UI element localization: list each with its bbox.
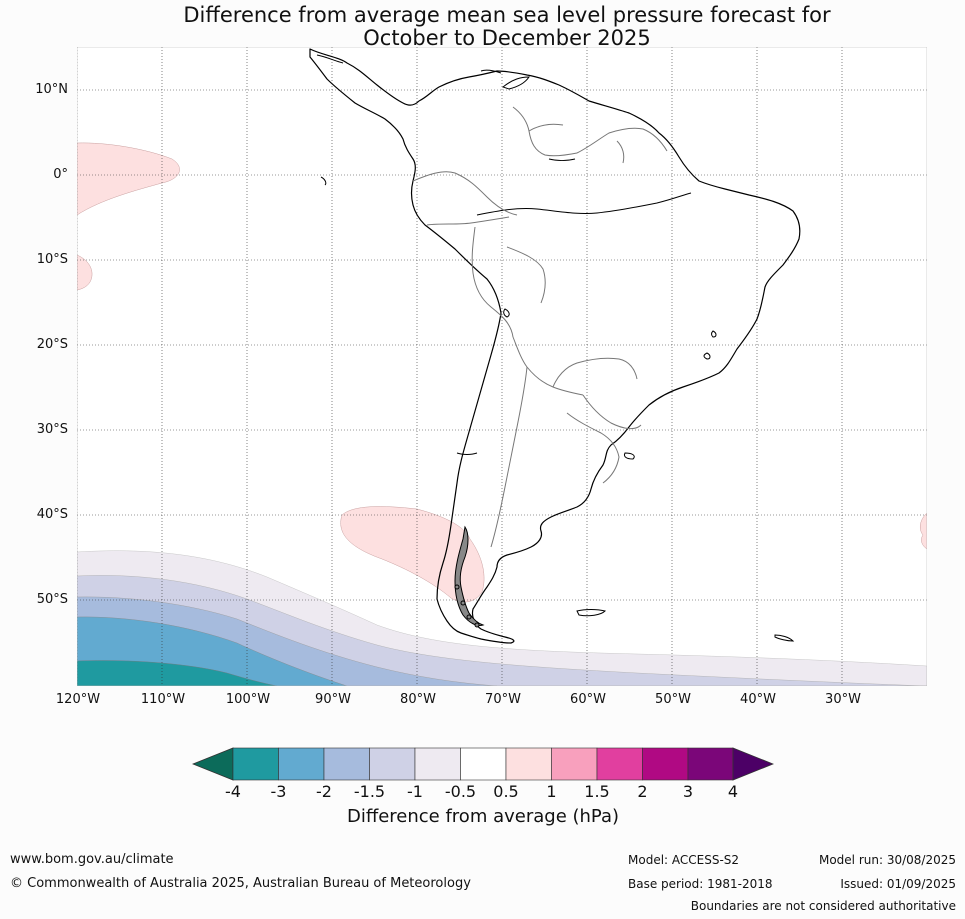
colorbar-high-extension [732, 747, 774, 781]
colorbar-swatch-8 [551, 747, 598, 781]
anomaly-positive-atlantic [919, 512, 927, 550]
lon-label-60w: 60°W [570, 692, 606, 707]
colorbar-swatch-1 [232, 747, 279, 781]
lon-label-100w: 100°W [225, 692, 271, 707]
lon-label-110w: 110°W [140, 692, 186, 707]
footer-issued: Issued: 01/09/2025 [840, 877, 956, 891]
colorbar-tick: 1 [546, 782, 557, 801]
amazon-river [476, 192, 692, 216]
colorbar-swatch-4 [369, 747, 416, 781]
colorbar-swatch-3 [323, 747, 370, 781]
colorbar-tick: -0.5 [444, 782, 477, 801]
title-line-1: Difference from average mean sea level p… [183, 3, 831, 27]
patagonia-islands [454, 525, 485, 628]
anomaly-positive-pacific-south [77, 254, 93, 291]
colorbar-tick: -4 [225, 782, 241, 801]
colorbar-swatch-11 [687, 747, 734, 781]
lat-label-10s: 10°S [36, 252, 68, 267]
colorbar-tick: 1.5 [584, 782, 610, 801]
colorbar-tick: -3 [270, 782, 287, 801]
graticule [77, 47, 927, 686]
colorbar-tick: -1.5 [353, 782, 386, 801]
colorbar-tick: 0.5 [493, 782, 519, 801]
footer-website: www.bom.gov.au/climate [10, 852, 174, 867]
anomaly-positive-chile [340, 506, 485, 603]
footer-copyright: © Commonwealth of Australia 2025, Austra… [10, 876, 471, 891]
lat-label-20s: 20°S [36, 337, 68, 352]
south-america-coastline [309, 48, 801, 644]
footer-model-run: Model run: 30/08/2025 [818, 853, 956, 867]
colorbar-tick: 3 [682, 782, 694, 801]
anomaly-positive-pacific-north [77, 142, 180, 216]
colorbar-swatch-9 [596, 747, 643, 781]
lat-label-50s: 50°S [36, 592, 68, 607]
colorbar-swatch-6 [460, 747, 507, 781]
islands [316, 54, 795, 642]
colorbar-title: Difference from average (hPa) [346, 806, 620, 827]
lat-label-30s: 30°S [36, 422, 68, 437]
anomaly-band-minus-3 [77, 660, 278, 686]
map-title: Difference from average mean sea level p… [0, 4, 965, 50]
lon-label-120w: 120°W [55, 692, 101, 707]
colorbar-low-extension [192, 747, 234, 781]
lon-label-70w: 70°W [485, 692, 521, 707]
colorbar-tick: -2 [316, 782, 332, 801]
footer-base-period: Base period: 1981-2018 [628, 877, 773, 891]
colorbar-tick: 4 [727, 782, 739, 801]
country-borders [412, 106, 668, 548]
lat-label-40s: 40°S [36, 507, 68, 522]
colorbar [192, 747, 774, 781]
map-svg [77, 47, 927, 686]
map-panel [77, 47, 927, 686]
lon-label-80w: 80°W [400, 692, 436, 707]
lakes [503, 308, 717, 460]
lat-label-10n: 10°N [35, 82, 68, 97]
lat-label-0: 0° [53, 167, 68, 182]
colorbar-swatch-7 [505, 747, 552, 781]
colorbar-swatch-5 [414, 747, 461, 781]
lon-label-40w: 40°W [740, 692, 776, 707]
colorbar-swatch-10 [642, 747, 689, 781]
lon-label-50w: 50°W [655, 692, 691, 707]
colorbar-tick: 2 [637, 782, 648, 801]
footer-disclaimer: Boundaries are not considered authoritat… [690, 899, 956, 913]
footer-model: Model: ACCESS-S2 [628, 853, 740, 867]
colorbar-tick: -1 [407, 782, 423, 801]
lon-label-30w: 30°W [825, 692, 861, 707]
colorbar-swatch-2 [278, 747, 325, 781]
lon-label-90w: 90°W [315, 692, 351, 707]
title-line-2: October to December 2025 [363, 26, 651, 50]
